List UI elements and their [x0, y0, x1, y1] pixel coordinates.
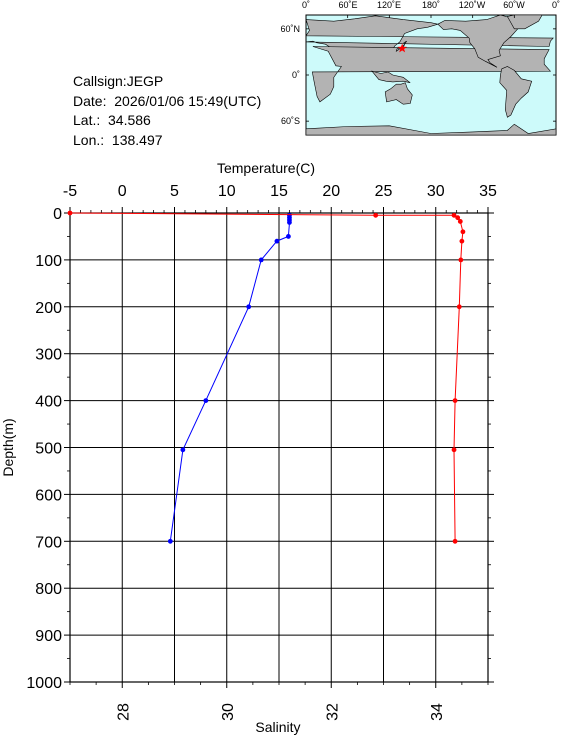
map-lat-label: 60˚S — [281, 116, 300, 126]
salinity-point — [457, 219, 463, 224]
temp-tick-label: 35 — [479, 183, 497, 200]
chart-grid — [70, 213, 488, 682]
map-lon-label: 180˚ — [422, 0, 440, 10]
temperature-point — [246, 304, 252, 310]
map-labels: 0˚ 60˚E 120˚E 180˚ 120˚W 60˚W 0˚ 60˚N 0˚ 60˚S — [280, 0, 560, 126]
map-lat-label: 0˚ — [292, 70, 300, 80]
lon-text: Lon.: 138.497 — [73, 131, 163, 148]
temperature-point — [287, 219, 292, 225]
map-land-australia — [384, 82, 413, 105]
salinity-point — [373, 212, 379, 218]
map-lon-label: 0˚ — [302, 0, 310, 10]
sal-axis-label: Salinity — [255, 719, 300, 735]
sal-tick-label: 32 — [324, 703, 341, 721]
map-lon-label: 0˚ — [552, 0, 560, 10]
salinity-point — [451, 212, 457, 218]
salinity-point — [458, 257, 464, 263]
temperature-point — [258, 257, 264, 263]
temperature-point — [286, 234, 291, 239]
station-marker — [397, 43, 407, 53]
temperature-point — [180, 447, 186, 453]
world-map: 0˚ 60˚E 120˚E 180˚ 120˚W 60˚W 0˚ 60˚N 0˚ 60˚S — [280, 0, 560, 136]
chart-series — [67, 210, 466, 544]
map-land-s-america — [499, 66, 533, 118]
depth-tick-label: 700 — [35, 534, 62, 551]
temp-tick-label: 30 — [427, 183, 445, 200]
map-lat-label: 60˚N — [280, 24, 300, 34]
depth-tick-label: 0 — [53, 206, 62, 223]
date-text: Date: 2026/01/06 15:49(UTC) — [73, 92, 262, 109]
map-land — [305, 14, 557, 136]
map-land-antarctica — [305, 123, 557, 136]
salinity-point — [452, 398, 458, 403]
temp-tick-label: 0 — [118, 183, 127, 200]
temp-tick-label: 5 — [170, 183, 179, 200]
salinity-point — [451, 447, 457, 453]
temp-tick-label: 10 — [218, 183, 236, 200]
temp-axis-label: Temperature(C) — [217, 160, 315, 176]
temp-tick-label: 20 — [322, 183, 340, 200]
salinity-point — [455, 215, 461, 221]
callsign-text: Callsign:JEGP — [73, 73, 164, 89]
depth-tick-label: 600 — [35, 487, 62, 504]
depth-tick-label: 500 — [35, 441, 62, 458]
depth-tick-label: 300 — [35, 347, 62, 364]
depth-tick-label: 800 — [35, 581, 62, 598]
depth-tick-label: 100 — [35, 253, 62, 270]
map-land-n-america — [437, 14, 519, 68]
depth-tick-label: 200 — [35, 300, 62, 317]
depth-tick-label: 1000 — [26, 675, 62, 692]
salinity-point — [460, 229, 466, 235]
salinity-point — [456, 304, 462, 310]
temp-tick-label: 15 — [270, 183, 288, 200]
temp-tick-label: 25 — [375, 183, 393, 200]
depth-tick-label: 400 — [35, 394, 62, 411]
temp-tick-label: -5 — [63, 183, 77, 200]
station-info: Callsign:JEGP Date: 2026/01/06 15:49(UTC… — [73, 72, 261, 150]
map-land-africa — [311, 46, 552, 103]
temperature-point — [203, 398, 209, 403]
sal-tick-label: 30 — [220, 703, 237, 721]
temperature-point — [167, 538, 173, 544]
sal-tick-label: 34 — [429, 703, 446, 721]
map-land-indonesia — [371, 70, 411, 83]
sal-tick-label: 28 — [115, 703, 132, 721]
map-lon-label: 120˚W — [459, 0, 486, 10]
station-marker-icon — [397, 43, 407, 53]
depth-tick-label: 900 — [35, 628, 62, 645]
chart-axes — [64, 207, 494, 688]
salinity-point — [452, 538, 458, 544]
map-lon-label: 60˚E — [338, 0, 357, 10]
map-lon-label: 60˚W — [503, 0, 525, 10]
depth-axis-label: Depth(m) — [0, 418, 16, 476]
map-land-greenland — [506, 14, 543, 30]
salinity-point — [459, 238, 465, 244]
salinity-point — [67, 210, 73, 216]
map-lon-label: 120˚E — [377, 0, 401, 10]
temperature-line — [169, 215, 290, 542]
lat-text: Lat.: 34.586 — [73, 112, 151, 128]
temperature-point — [274, 238, 280, 244]
map-graticule — [306, 15, 556, 122]
salinity-line — [69, 212, 464, 542]
